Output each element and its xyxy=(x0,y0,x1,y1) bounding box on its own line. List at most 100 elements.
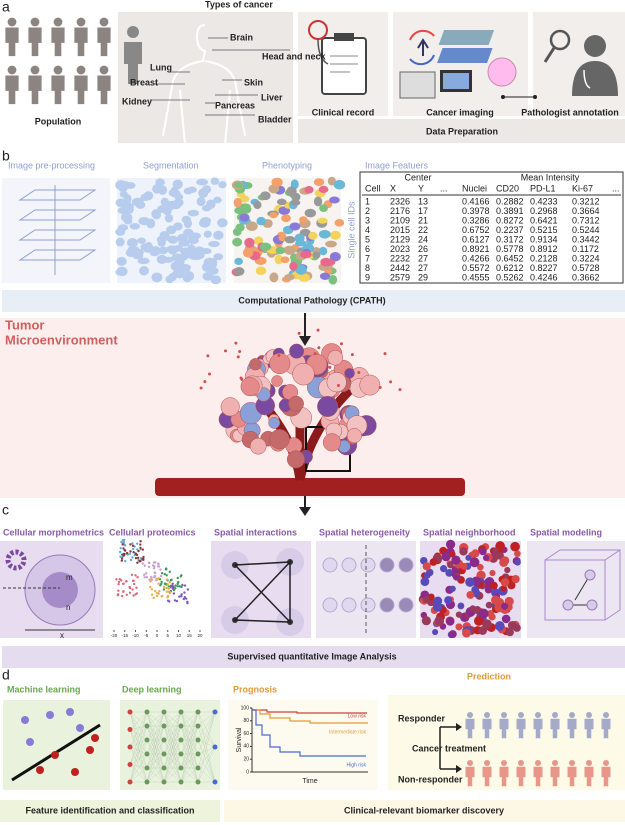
person-head xyxy=(552,712,558,718)
tsne-point xyxy=(157,582,160,585)
table-cell: 0.7312 xyxy=(572,215,600,225)
nn-edge xyxy=(180,767,199,783)
section-title: Deep learning xyxy=(122,684,182,694)
cell xyxy=(260,191,271,201)
tsne-point xyxy=(139,546,142,550)
tsne-point xyxy=(168,600,171,603)
tsne-point xyxy=(116,593,120,597)
tsne-point xyxy=(159,568,162,571)
het-cell xyxy=(322,557,338,573)
morph-label: x xyxy=(60,631,64,640)
tsne-point xyxy=(159,574,163,578)
cell xyxy=(275,246,285,255)
particle xyxy=(236,355,240,359)
tick-label: 20 xyxy=(197,633,203,638)
layers xyxy=(18,185,97,275)
nbr-cell xyxy=(484,585,493,594)
tsne-point xyxy=(117,580,121,584)
tsne-point xyxy=(150,577,153,580)
cell xyxy=(244,237,255,248)
particle xyxy=(206,354,210,358)
ml-point xyxy=(66,708,74,716)
particle xyxy=(316,328,320,332)
tsne-point xyxy=(155,591,159,595)
tsne-point xyxy=(118,550,122,554)
person-head xyxy=(99,17,109,27)
person-head xyxy=(99,65,109,75)
cell xyxy=(286,186,297,196)
cell xyxy=(177,233,189,243)
tumor-cell xyxy=(326,372,347,393)
person-body xyxy=(51,27,65,57)
tsne-point xyxy=(125,580,128,583)
tsne-point xyxy=(160,580,163,584)
person-head xyxy=(535,712,541,718)
tsne-point xyxy=(132,582,136,586)
tsne-point xyxy=(151,564,155,567)
person-head xyxy=(76,65,86,75)
nbr-cell xyxy=(510,541,520,552)
nn-edge xyxy=(163,711,182,727)
tsne-point xyxy=(134,574,137,577)
y-label: Survival xyxy=(236,727,243,752)
table-group: Center xyxy=(404,172,431,182)
tsne-point xyxy=(129,558,133,562)
cell xyxy=(284,236,296,244)
cell xyxy=(175,272,185,279)
cell xyxy=(203,230,212,238)
analysis-bar xyxy=(2,646,625,668)
tsne-point xyxy=(143,576,146,579)
nn-node xyxy=(161,765,167,771)
cell xyxy=(190,232,202,239)
nn-node xyxy=(178,737,184,743)
nn-edge xyxy=(129,729,148,783)
tsne-point xyxy=(145,576,149,579)
person-body xyxy=(567,718,577,739)
table-header: PD-L1 xyxy=(530,183,556,193)
table-cell: 0.3664 xyxy=(572,206,600,216)
nn-edge xyxy=(163,725,182,783)
tsne-point xyxy=(183,595,186,599)
cell xyxy=(116,256,127,266)
analysis-title: Spatial neighborhood xyxy=(423,527,516,537)
cell xyxy=(269,272,279,283)
tsne-point xyxy=(118,577,121,581)
prediction-label: Responder xyxy=(398,713,446,723)
tsne-point xyxy=(152,596,155,600)
tumor-cell xyxy=(317,396,339,417)
tsne-point xyxy=(139,543,142,546)
cell xyxy=(152,210,161,220)
organ-label: Head and neck xyxy=(262,51,327,61)
person-head xyxy=(501,712,507,718)
table-cell: 2442 xyxy=(390,263,410,273)
tsne-point xyxy=(160,582,163,586)
step-title: Phenotyping xyxy=(262,160,312,170)
person-head xyxy=(7,17,17,27)
cell xyxy=(116,266,128,277)
analysis-title: Spatial heterogeneity xyxy=(319,527,410,537)
person-body xyxy=(584,718,594,739)
person-body xyxy=(74,75,88,105)
tsne-point xyxy=(171,582,174,586)
nn-edge xyxy=(129,739,148,783)
table-header: Nuclei xyxy=(462,183,487,193)
nn-edge xyxy=(180,711,199,769)
cell xyxy=(255,266,267,276)
cell xyxy=(304,208,317,218)
nn-node xyxy=(144,765,150,771)
person-body xyxy=(550,718,560,739)
cell xyxy=(239,213,250,222)
tumor-cell xyxy=(327,350,344,366)
cell xyxy=(280,256,290,264)
tumor-cell xyxy=(269,352,291,374)
tumor-cell xyxy=(289,343,305,359)
nbr-cell xyxy=(441,551,451,562)
table-cell: 0.2882 xyxy=(496,196,524,206)
cell xyxy=(232,227,242,236)
label: Clinical record xyxy=(312,107,375,117)
het-cell xyxy=(360,597,376,613)
ml-point xyxy=(91,734,99,742)
table-cell: 0.1172 xyxy=(572,244,599,254)
tsne-point xyxy=(177,580,180,584)
table-cell: 0.3978 xyxy=(462,206,490,216)
